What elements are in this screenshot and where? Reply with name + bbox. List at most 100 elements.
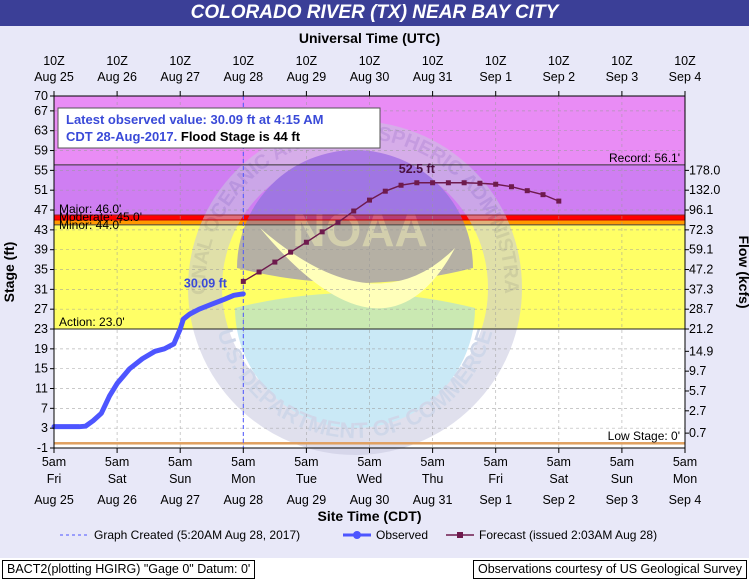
forecast-point [240,278,246,284]
bottom-axis-time: 5am [420,455,444,469]
y-left-tick-label: 19 [34,342,48,356]
legend-forecast-label: Forecast (issued 2:03AM Aug 28) [479,528,657,542]
bottom-axis-time: 5am [673,455,697,469]
bottom-axis-date: Aug 31 [413,493,453,507]
threshold-label: Low Stage: 0' [608,429,680,443]
bottom-axis-date: Aug 29 [287,493,327,507]
y-right-axis-label: Flow (kcfs) [736,235,749,308]
bottom-axis-day: Sun [169,472,191,486]
low-stage-band [54,442,685,445]
forecast-point [382,188,388,194]
top-axis-tick-date: Aug 31 [413,70,453,84]
top-axis-tick-label: 10Z [548,54,570,68]
top-axis-tick-date: Aug 26 [97,70,137,84]
forecast-point [351,208,357,214]
threshold-label: Record: 56.1' [609,151,680,165]
legend-forecast-marker [457,532,463,538]
bottom-axis-time: 5am [105,455,129,469]
bottom-axis-date: Sep 2 [542,493,575,507]
y-left-tick-label: -1 [37,441,48,455]
bottom-axis-day: Thu [422,472,444,486]
y-left-tick-label: 11 [35,382,48,396]
bottom-axis-date: Aug 25 [34,493,74,507]
top-axis-tick-label: 10Z [485,54,507,68]
y-left-tick-label: 31 [34,282,48,296]
forecast-point [461,180,467,186]
y-left-tick-label: 59 [34,144,48,158]
top-axis-tick-label: 10Z [106,54,128,68]
bottom-axis-day: Sat [108,472,127,486]
y-left-tick-label: 27 [34,302,48,316]
y-left-tick-label: 70 [34,89,48,103]
y-right-tick-label: 21.2 [689,322,713,336]
bottom-axis-day: Tue [296,472,317,486]
top-axis-title: Universal Time (UTC) [299,30,440,46]
y-right-tick-label: 2.7 [689,404,706,418]
top-axis-tick-date: Sep 1 [479,70,512,84]
forecast-point [414,180,420,186]
top-axis-tick-date: Aug 30 [350,70,390,84]
top-axis-tick-date: Aug 27 [160,70,200,84]
bottom-axis-day: Mon [673,472,697,486]
forecast-point [288,249,294,255]
hydrograph-chart: NOAANATIONAL OCEANIC AND ATMOSPHERIC ADM… [0,26,749,558]
y-left-tick-label: 55 [34,163,48,177]
forecast-peak-label: 52.5 ft [399,162,436,176]
threshold-label: Action: 23.0' [59,315,125,329]
y-right-tick-label: 14.9 [689,344,713,358]
bottom-axis-date: Aug 28 [223,493,263,507]
forecast-point [493,181,499,187]
bottom-axis-day: Sat [549,472,568,486]
bottom-axis-day: Fri [47,472,62,486]
threshold-label: Minor: 44.0' [59,218,121,232]
bottom-axis-date: Aug 27 [160,493,200,507]
y-left-tick-label: 43 [34,223,48,237]
forecast-point [398,182,404,188]
y-right-tick-label: 0.7 [689,426,706,440]
legend-observed-marker [353,531,361,539]
y-right-tick-label: 59.1 [689,243,713,257]
top-axis-tick-date: Aug 29 [287,70,327,84]
bottom-axis-title: Site Time (CDT) [318,508,422,524]
y-right-tick-label: 47.2 [689,263,713,277]
y-left-tick-label: 67 [34,104,48,118]
y-left-tick-label: 15 [34,362,48,376]
bottom-axis-date: Aug 26 [97,493,137,507]
legend-graph-created-label: Graph Created (5:20AM Aug 28, 2017) [94,528,300,542]
bottom-axis-day: Sun [611,472,633,486]
threshold-label: Major: 46.0' [59,202,121,216]
top-axis-tick-date: Aug 25 [34,70,74,84]
forecast-point [477,180,483,186]
top-axis-tick-date: Sep 3 [606,70,639,84]
forecast-point [540,192,546,198]
top-axis-tick-label: 10Z [43,54,65,68]
top-axis-tick-label: 10Z [296,54,318,68]
forecast-point [556,198,562,204]
bottom-axis-time: 5am [42,455,66,469]
bottom-axis-date: Aug 30 [350,493,390,507]
footer: BACT2(plotting HGIRG) "Gage 0" Datum: 0'… [0,558,749,581]
top-axis-tick-date: Sep 4 [669,70,702,84]
data-source-credit: Observations courtesy of US Geological S… [472,560,747,579]
bottom-axis-time: 5am [484,455,508,469]
bottom-axis-time: 5am [357,455,381,469]
y-left-tick-label: 23 [34,322,48,336]
bottom-axis-time: 5am [610,455,634,469]
bottom-axis-date: Sep 1 [479,493,512,507]
info-box-line1: Latest observed value: 30.09 ft at 4:15 … [66,112,323,127]
y-left-tick-label: 51 [34,183,48,197]
top-axis-tick-date: Aug 28 [223,70,263,84]
info-box [57,107,381,149]
y-left-tick-label: 7 [41,401,48,415]
top-axis-tick-label: 10Z [422,54,444,68]
y-right-tick-label: 37.3 [689,282,713,296]
legend-observed-label: Observed [376,528,428,542]
y-right-tick-label: 132.0 [689,183,720,197]
y-left-tick-label: 47 [34,203,48,217]
bottom-axis-day: Mon [231,472,255,486]
datum-info: BACT2(plotting HGIRG) "Gage 0" Datum: 0' [2,560,256,579]
forecast-point [303,239,309,245]
observed-series-line [51,291,246,430]
y-right-tick-label: 96.1 [689,203,713,217]
bottom-axis-day: Fri [488,472,503,486]
